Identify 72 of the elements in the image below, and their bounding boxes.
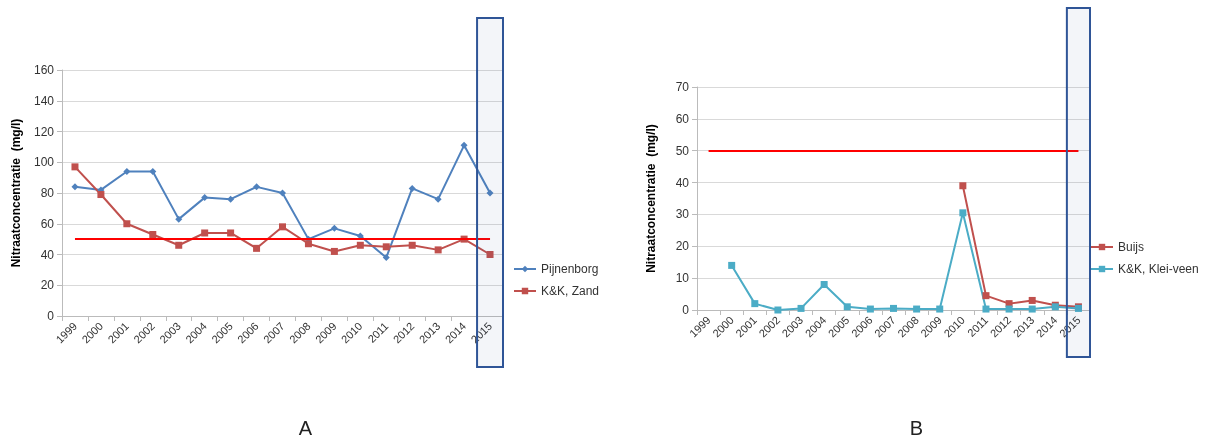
point [751, 300, 759, 308]
y-tick-label: 50 [675, 143, 690, 158]
point [774, 306, 782, 314]
y-tick-label: 60 [675, 111, 690, 126]
point [201, 229, 209, 237]
legend-label: K&K, Klei-veen [1118, 262, 1199, 276]
point [434, 195, 442, 203]
point [913, 305, 921, 313]
y-tick-label: 30 [675, 207, 690, 222]
point [866, 305, 874, 313]
y-tick-label: 0 [47, 309, 55, 323]
point [486, 251, 494, 258]
y-tick-label: 60 [40, 216, 55, 231]
point [1028, 296, 1036, 304]
y-tick-label: 80 [40, 186, 55, 200]
point [982, 292, 990, 300]
point [175, 241, 183, 249]
point [959, 209, 967, 217]
point [304, 240, 312, 248]
text: B [909, 417, 924, 439]
point [460, 141, 468, 149]
y-tick-label: 70 [675, 80, 690, 94]
point [820, 281, 828, 289]
y-tick-label: 40 [40, 247, 55, 262]
point [408, 184, 416, 192]
point [123, 167, 131, 175]
point [936, 305, 944, 313]
point [797, 304, 805, 312]
y-tick-label: 20 [40, 278, 55, 293]
point [890, 304, 897, 312]
y-tick-label: 100 [33, 155, 55, 170]
y-axis-title: Nitraatconcentratie (mg/l) [9, 118, 23, 268]
y-tick-label: 160 [33, 63, 55, 77]
point [149, 167, 157, 175]
point [330, 247, 338, 255]
y-tick-label: 20 [675, 239, 690, 254]
point [486, 189, 494, 197]
y-tick-label: 120 [33, 124, 55, 139]
point [279, 223, 286, 231]
y-tick-label: 0 [682, 303, 690, 317]
point [149, 231, 157, 239]
legend-label: Pijnenborg [541, 262, 599, 276]
point [227, 229, 235, 237]
point [201, 194, 209, 202]
point [382, 254, 390, 262]
point [356, 241, 364, 249]
y-tick-label: 40 [675, 175, 690, 190]
point [253, 183, 261, 191]
point [175, 215, 183, 223]
point [382, 243, 390, 251]
point [253, 244, 261, 252]
point [728, 261, 736, 269]
point [408, 241, 416, 249]
point [123, 220, 131, 228]
point [1005, 305, 1013, 313]
point [434, 246, 442, 254]
point [71, 183, 79, 191]
y-tick-label: 10 [675, 271, 690, 286]
point [279, 189, 286, 197]
legend-label: Buijs [1118, 240, 1145, 254]
text: A [298, 417, 313, 439]
point [71, 163, 79, 171]
point [97, 191, 105, 199]
point [330, 224, 338, 232]
point [227, 195, 235, 203]
point [1028, 305, 1036, 313]
point [959, 182, 967, 190]
y-axis-title: Nitraatconcentratie (mg/l) [644, 124, 658, 273]
legend-label: K&K, Zand [541, 284, 600, 298]
y-tick-label: 140 [33, 93, 55, 108]
point [843, 303, 851, 311]
point [982, 305, 990, 313]
